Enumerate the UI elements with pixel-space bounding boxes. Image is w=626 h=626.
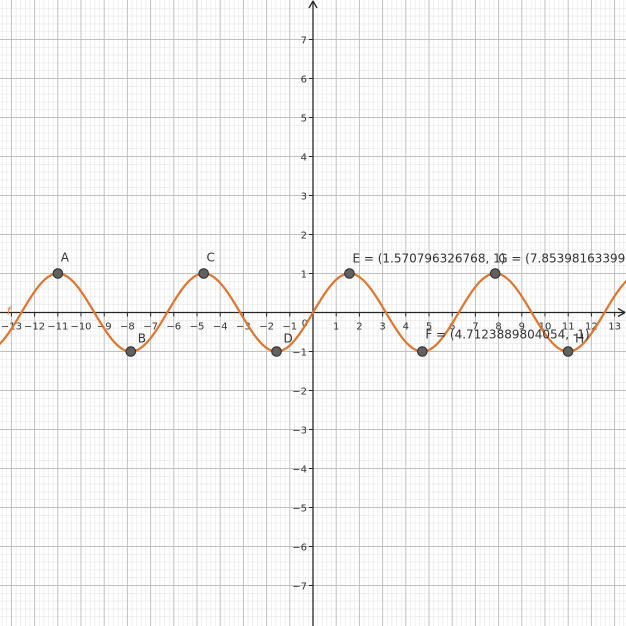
y-tick-label: 4 [301,153,307,164]
y-tick-label: −6 [292,543,307,554]
point-label-G: G = (7.8539816339953, 1) [498,252,626,266]
x-tick-label: 8 [495,322,501,333]
y-tick-label: 3 [301,192,307,203]
point-B[interactable] [125,346,137,357]
y-tick-label: 6 [301,75,307,86]
x-tick-label: 1 [333,322,339,333]
point-label-B: B [138,332,146,346]
points[interactable]: A B C D E = (1.570796326768, 1) F = (4.712388… [52,251,626,357]
x-tick-label: 5 [426,322,432,333]
y-tick-label: −3 [292,426,307,437]
x-tick-label: 9 [519,322,525,333]
x-tick-label: 7 [472,322,478,333]
x-tick-label: 4 [403,322,409,333]
y-tick-label: −7 [292,582,307,593]
point-label-F: F = (4.7123889804054, -1) [425,328,589,342]
x-tick-label: −8 [120,322,135,333]
x-tick-label: −3 [236,322,251,333]
point-label-C: C [206,251,214,265]
x-tick-label: 11 [562,322,575,333]
x-tick-label: −12 [24,322,45,333]
x-tick-label: −4 [213,322,228,333]
x-tick-label: 13 [608,322,621,333]
x-tick-label: −7 [143,322,158,333]
point-E[interactable] [344,268,355,279]
point-F[interactable] [417,346,428,357]
x-tick-label: −10 [70,322,91,333]
x-tick-label: −11 [47,322,68,333]
x-tick-label: −6 [166,322,181,333]
point-label-E: E = (1.570796326768, 1) [352,252,505,266]
point-D[interactable] [271,346,282,357]
y-tick-label: 7 [301,36,307,47]
x-tick-label: 2 [356,322,362,333]
x-tick-label: 6 [449,322,455,333]
point-label-D: D [284,332,293,346]
y-tick-label: −4 [292,465,307,476]
function-label-f: f [7,304,13,317]
y-tick-label: −1 [292,348,307,359]
y-tick-label: 2 [301,231,307,242]
x-axis-arrow [617,307,626,318]
point-C[interactable] [198,268,209,279]
point-H[interactable] [562,346,574,357]
x-tick-label: −1 [282,322,297,333]
y-tick-label: 1 [301,270,307,281]
x-tick-label: 12 [585,322,598,333]
y-axis-arrow [308,0,318,9]
point-label-A: A [61,251,70,265]
x-tick-label: 10 [539,322,552,333]
x-tick-label: 3 [379,322,385,333]
y-tick-label: 5 [301,114,307,125]
function-curve-f[interactable] [0,272,626,353]
y-tick-label: −5 [292,504,307,515]
x-tick-label: −5 [190,322,205,333]
point-label-H: H [575,332,584,346]
function-curves[interactable]: f [0,272,626,353]
x-tick-label: −2 [259,322,274,333]
point-G[interactable] [489,268,501,279]
point-A[interactable] [52,268,64,279]
y-tick-label: −2 [292,387,307,398]
